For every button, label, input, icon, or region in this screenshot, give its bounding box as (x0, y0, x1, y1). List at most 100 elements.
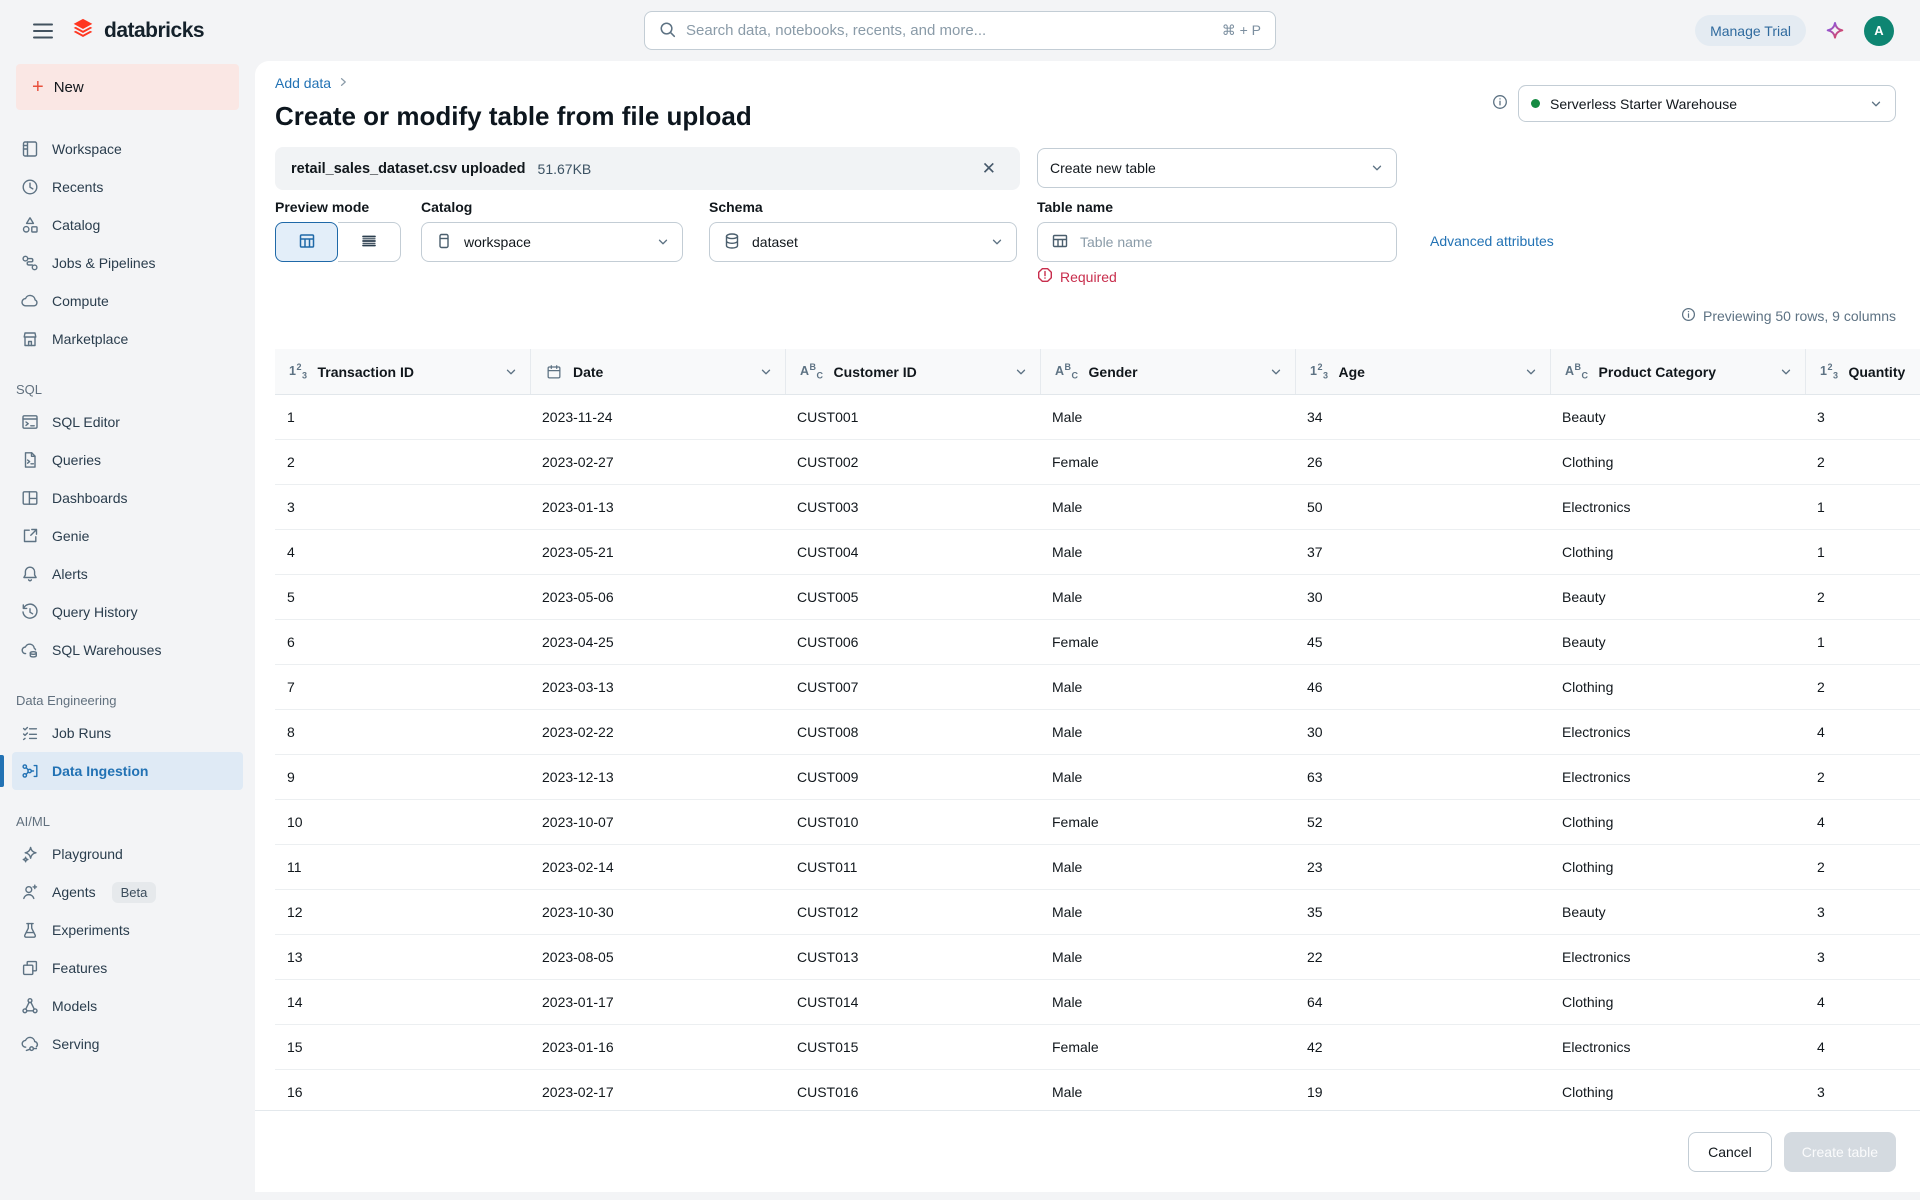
table-cell: 2023-03-13 (542, 679, 614, 695)
table-cell: 37 (1307, 544, 1323, 560)
sidebar-item-recents[interactable]: Recents (12, 168, 243, 206)
table-cell: CUST007 (797, 679, 859, 695)
column-header-product-category[interactable]: ABC Product Category (1550, 349, 1805, 394)
sidebar-item-compute[interactable]: Compute (12, 282, 243, 320)
remove-file-close-icon[interactable]: ✕ (981, 159, 996, 178)
table-cell: Clothing (1562, 814, 1614, 830)
column-menu-chevron-icon[interactable] (1524, 365, 1538, 379)
table-cell: 3 (1817, 1084, 1825, 1100)
table-cell: 2 (1817, 589, 1825, 605)
table-cell: CUST011 (797, 859, 858, 875)
table-row: 6 2023-04-25 CUST006 Female 45 Beauty 1 (275, 620, 1920, 665)
catalog-select[interactable]: workspace (421, 222, 683, 262)
search-icon (659, 21, 676, 41)
table-cell: 2023-10-07 (542, 814, 614, 830)
create-mode-select[interactable]: Create new table (1037, 148, 1397, 188)
table-cell: Male (1052, 589, 1083, 605)
info-icon[interactable] (1492, 94, 1508, 113)
table-cell: 9 (287, 769, 295, 785)
sidebar-item-workspace[interactable]: Workspace (12, 130, 243, 168)
queries-icon (20, 450, 40, 470)
serving-icon (20, 1034, 40, 1054)
cancel-button[interactable]: Cancel (1688, 1131, 1772, 1172)
preview-mode-list-button[interactable] (338, 222, 401, 262)
sidebar-item-queries[interactable]: Queries (12, 441, 243, 479)
warehouse-select[interactable]: Serverless Starter Warehouse (1518, 85, 1896, 122)
preview-mode-table-button[interactable] (275, 222, 338, 262)
column-menu-chevron-icon[interactable] (759, 365, 773, 379)
sidebar-item-marketplace[interactable]: Marketplace (12, 320, 243, 358)
sidebar-item-sql-warehouses[interactable]: SQL Warehouses (12, 631, 243, 669)
hamburger-menu-icon[interactable] (26, 14, 60, 48)
sidebar-item-label: Query History (52, 604, 138, 620)
sidebar-item-serving[interactable]: Serving (12, 1025, 243, 1063)
table-cell: 12 (287, 904, 303, 920)
table-cell: 3 (1817, 949, 1825, 965)
table-name-field[interactable] (1037, 222, 1397, 262)
sidebar-item-playground[interactable]: Playground (12, 835, 243, 873)
table-cell: Male (1052, 949, 1083, 965)
sidebar-item-genie[interactable]: Genie (12, 517, 243, 555)
preview-mode-label: Preview mode (275, 199, 370, 215)
sidebar-item-models[interactable]: Models (12, 987, 243, 1025)
schema-select[interactable]: dataset (709, 222, 1017, 262)
column-header-gender[interactable]: ABC Gender (1040, 349, 1295, 394)
table-row: 14 2023-01-17 CUST014 Male 64 Clothing 4 (275, 980, 1920, 1025)
table-cell: 50 (1307, 499, 1323, 515)
table-cell: CUST002 (797, 454, 859, 470)
table-row: 15 2023-01-16 CUST015 Female 42 Electronics 4 (275, 1025, 1920, 1070)
sql-warehouses-icon (20, 640, 40, 660)
column-label: Transaction ID (317, 363, 414, 380)
databricks-logo[interactable]: databricks (70, 16, 205, 45)
required-error: Required (1037, 267, 1117, 286)
table-cell: 4 (1817, 814, 1825, 830)
column-header-customer-id[interactable]: ABC Customer ID (785, 349, 1040, 394)
sidebar-item-data-ingestion[interactable]: Data Ingestion (0, 752, 243, 790)
column-menu-chevron-icon[interactable] (504, 365, 518, 379)
breadcrumb: Add data (275, 75, 349, 91)
avatar[interactable]: A (1864, 15, 1894, 46)
column-header-age[interactable]: 123 Age (1295, 349, 1550, 394)
column-menu-chevron-icon[interactable] (1779, 365, 1793, 379)
sidebar-item-features[interactable]: Features (12, 949, 243, 987)
breadcrumb-add-data-link[interactable]: Add data (275, 75, 332, 91)
sidebar-item-dashboards[interactable]: Dashboards (12, 479, 243, 517)
table-cell: 5 (287, 589, 295, 605)
list-icon (359, 231, 379, 254)
column-menu-chevron-icon[interactable] (1014, 365, 1028, 379)
table-name-input[interactable] (1080, 234, 1384, 250)
table-cell: 1 (1817, 499, 1825, 515)
column-menu-chevron-icon[interactable] (1269, 365, 1283, 379)
table-row: 2 2023-02-27 CUST002 Female 26 Clothing 2 (275, 440, 1920, 485)
manage-trial-button[interactable]: Manage Trial (1695, 15, 1806, 46)
alerts-icon (20, 564, 40, 584)
sidebar-item-query-history[interactable]: Query History (12, 593, 243, 631)
table-cell: 11 (287, 859, 302, 875)
advanced-attributes-link[interactable]: Advanced attributes (1430, 233, 1554, 249)
column-header-transaction-id[interactable]: 123 Transaction ID (275, 349, 530, 394)
table-cell: 3 (1817, 904, 1825, 920)
table-cell: CUST010 (797, 814, 859, 830)
sidebar-item-jobs-pipelines[interactable]: Jobs & Pipelines (12, 244, 243, 282)
sidebar-item-label: Dashboards (52, 490, 128, 506)
table-cell: 2023-02-14 (542, 859, 614, 875)
search-input[interactable] (686, 22, 1212, 39)
sidebar-item-catalog[interactable]: Catalog (12, 206, 243, 244)
sidebar-item-label: Data Ingestion (52, 763, 149, 779)
sidebar-item-agents[interactable]: Agents Beta (12, 873, 243, 911)
table-cell: Male (1052, 409, 1083, 425)
table-cell: 1 (1817, 634, 1825, 650)
marketplace-icon (20, 329, 40, 349)
global-search[interactable]: ⌘ + P (644, 11, 1276, 50)
sidebar-item-sql-editor[interactable]: SQL Editor (12, 403, 243, 441)
column-header-quantity[interactable]: 123 Quantity (1805, 349, 1920, 394)
table-cell: 19 (1307, 1084, 1323, 1100)
column-header-date[interactable]: Date (530, 349, 785, 394)
sidebar-item-alerts[interactable]: Alerts (12, 555, 243, 593)
new-button[interactable]: + New (16, 64, 239, 110)
assistant-sparkle-icon[interactable] (1821, 17, 1849, 45)
create-table-button[interactable]: Create table (1783, 1131, 1896, 1172)
recents-icon (20, 177, 40, 197)
sidebar-item-job-runs[interactable]: Job Runs (12, 714, 243, 752)
sidebar-item-experiments[interactable]: Experiments (12, 911, 243, 949)
